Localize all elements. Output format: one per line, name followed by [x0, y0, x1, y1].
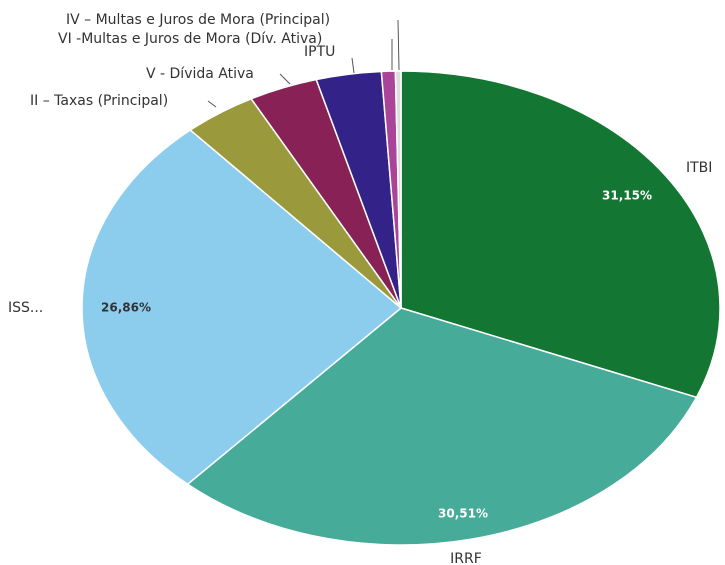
- pie-slice-8: [394, 70, 402, 309]
- pie-data-label-2: 30,51%: [438, 507, 488, 521]
- category-label-1: ITBI: [686, 160, 712, 176]
- category-label-5: V - Dívida Ativa: [146, 66, 254, 82]
- category-label-6: IPTU: [304, 44, 335, 60]
- category-label-3: ISS...: [8, 300, 43, 316]
- category-label-2: IRRF: [450, 551, 482, 565]
- category-label-7: VI -Multas e Juros de Mora (Dív. Ativa): [58, 31, 322, 47]
- pie-slice-1: [400, 70, 721, 399]
- pie-slice-2: [186, 307, 698, 546]
- pie-slice-3: [81, 129, 403, 486]
- leader-line-4: [207, 100, 217, 108]
- leader-line-6: [351, 57, 355, 74]
- leader-line-5: [279, 73, 291, 85]
- pie-data-label-3: 26,86%: [101, 301, 151, 315]
- pie-data-label-1: 31,15%: [602, 189, 652, 203]
- category-label-8: IV – Multas e Juros de Mora (Principal): [66, 12, 330, 28]
- leader-line-8: [397, 19, 400, 71]
- category-label-4: II – Taxas (Principal): [30, 93, 168, 109]
